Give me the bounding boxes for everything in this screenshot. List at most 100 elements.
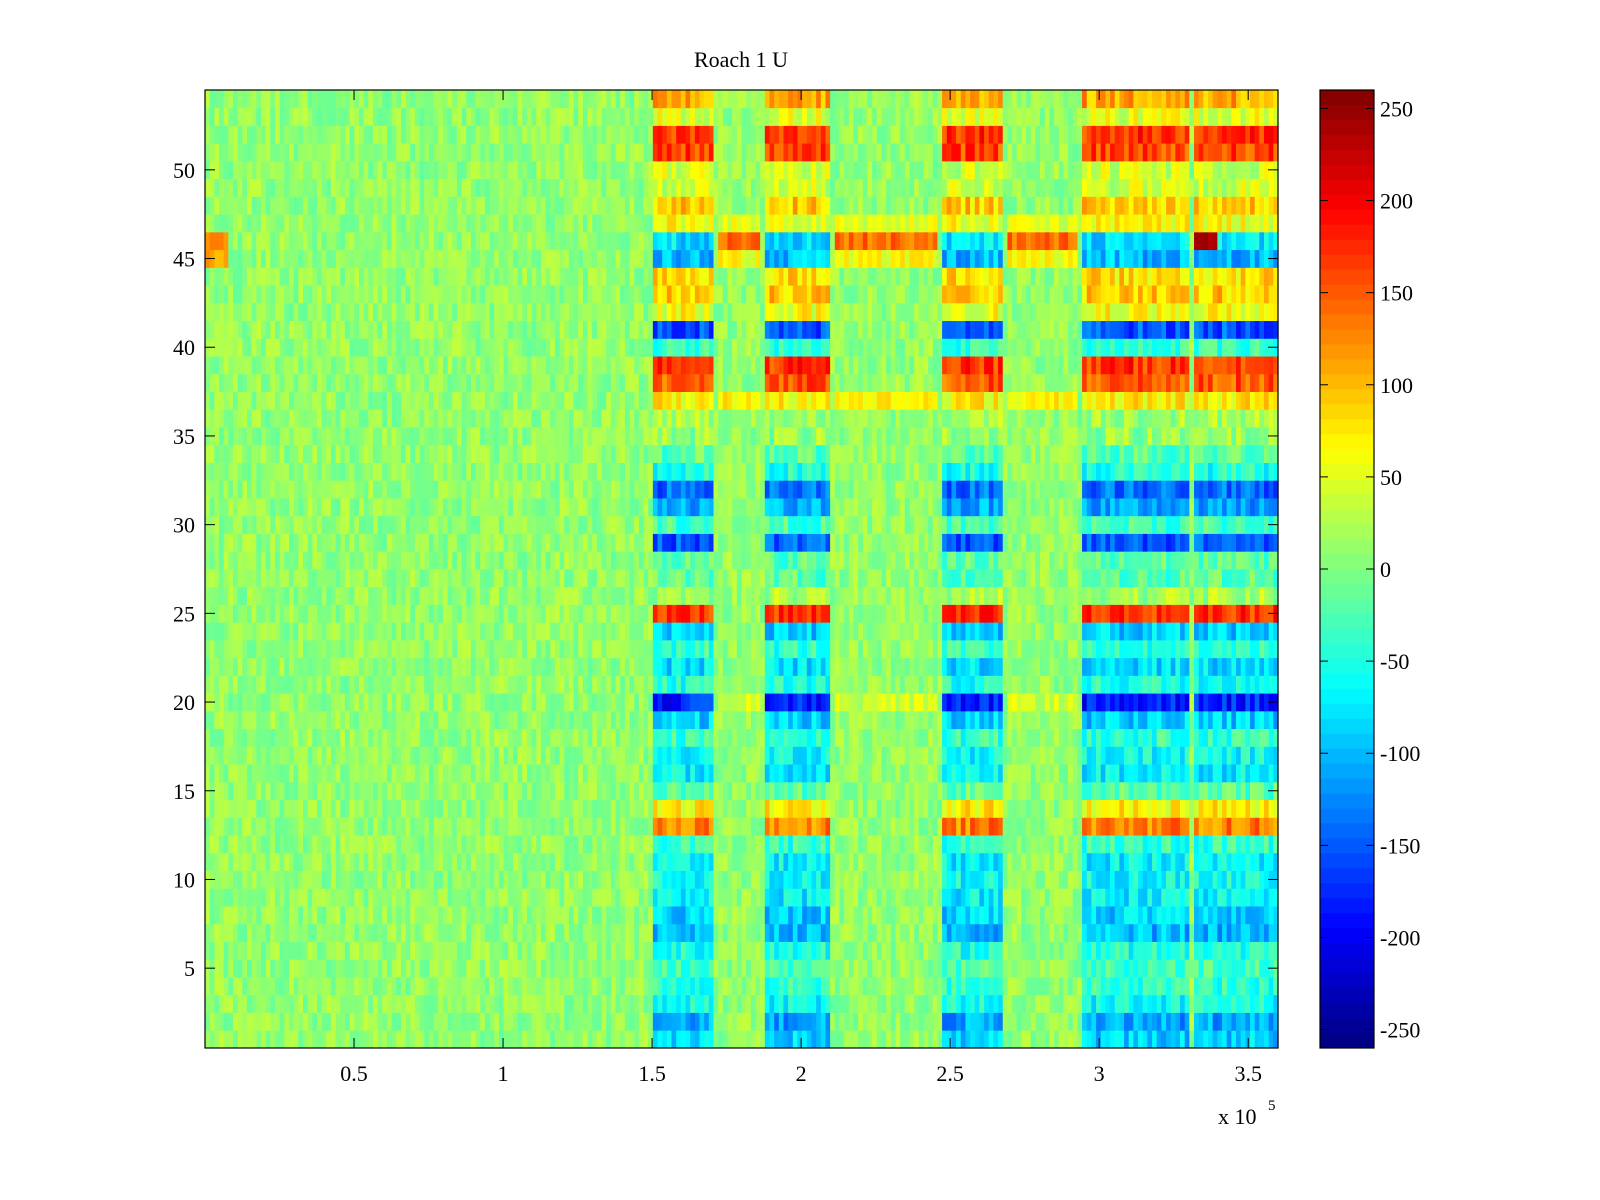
heatmap-cell: [1161, 852, 1167, 871]
heatmap-cell: [1208, 906, 1214, 925]
heatmap-cell: [904, 781, 911, 801]
heatmap-cell: [708, 923, 715, 942]
heatmap-cell: [228, 959, 234, 978]
heatmap-cell: [1091, 852, 1097, 871]
heatmap-cell: [302, 728, 309, 747]
heatmap-cell: [974, 710, 981, 730]
heatmap-cell: [1100, 746, 1106, 765]
heatmap-cell: [746, 728, 752, 747]
heatmap-cell: [1054, 693, 1060, 712]
heatmap-cell: [1264, 693, 1270, 712]
heatmap-cell: [288, 693, 295, 712]
heatmap-cell: [550, 1012, 556, 1031]
heatmap-cell: [335, 941, 341, 960]
heatmap-cell: [1170, 923, 1176, 942]
heatmap-cell: [1250, 852, 1256, 871]
heatmap-cell: [624, 675, 631, 694]
heatmap-cell: [1114, 835, 1120, 854]
heatmap-cell: [414, 1030, 421, 1049]
heatmap-cell: [1091, 906, 1097, 925]
heatmap-cell: [344, 1012, 351, 1031]
heatmap-cell: [988, 870, 995, 889]
heatmap-cell: [232, 941, 239, 960]
heatmap-cell: [1208, 675, 1214, 694]
heatmap-cell: [564, 835, 570, 854]
heatmap-cell: [438, 1012, 444, 1031]
heatmap-cell: [993, 710, 999, 730]
heatmap-cell: [970, 994, 976, 1013]
heatmap-cell: [424, 870, 430, 889]
heatmap-cell: [1273, 746, 1279, 765]
heatmap-cell: [349, 799, 355, 818]
heatmap-cell: [652, 923, 659, 942]
heatmap-cell: [545, 657, 551, 676]
heatmap-cell: [447, 835, 453, 854]
heatmap-cell: [1068, 941, 1074, 960]
heatmap-cell: [410, 764, 416, 783]
heatmap-cell: [820, 835, 827, 854]
heatmap-cell: [1273, 923, 1279, 942]
heatmap-cell: [923, 675, 929, 694]
heatmap-cell: [573, 959, 579, 978]
heatmap-cell: [853, 728, 859, 747]
heatmap-cell: [536, 746, 542, 765]
heatmap-cell: [624, 888, 631, 907]
heatmap-cell: [704, 728, 710, 747]
heatmap-cell: [610, 764, 617, 783]
heatmap-cell: [830, 1012, 836, 1031]
heatmap-cell: [951, 781, 957, 801]
heatmap-cell: [1203, 888, 1209, 907]
heatmap-cell: [237, 959, 243, 978]
heatmap-cell: [993, 1012, 999, 1031]
heatmap-cell: [1142, 764, 1148, 783]
heatmap-cell: [1273, 994, 1279, 1013]
heatmap-cell: [811, 835, 817, 854]
heatmap-cell: [736, 799, 743, 818]
heatmap-cell: [372, 693, 379, 712]
heatmap-cell: [1184, 888, 1190, 907]
heatmap-cell: [643, 959, 649, 978]
heatmap-cell: [223, 870, 229, 889]
heatmap-cell: [694, 835, 701, 854]
heatmap-cell: [1124, 1030, 1130, 1049]
heatmap-cell: [531, 675, 537, 694]
heatmap-cell: [386, 657, 393, 676]
heatmap-cell: [293, 657, 299, 676]
heatmap-cell: [1058, 906, 1064, 925]
heatmap-cell: [587, 835, 593, 854]
heatmap-cell: [522, 746, 528, 765]
heatmap-cell: [1175, 1030, 1181, 1049]
heatmap-cell: [760, 959, 766, 978]
heatmap-cell: [298, 1012, 304, 1031]
heatmap-cell: [909, 852, 915, 871]
heatmap-cell: [316, 906, 323, 925]
heatmap-cell: [937, 1012, 943, 1031]
heatmap-cell: [1198, 781, 1204, 801]
heatmap-cell: [1072, 675, 1078, 694]
heatmap-cell: [750, 657, 757, 676]
heatmap-cell: [694, 675, 701, 694]
heatmap-cell: [1212, 923, 1218, 942]
heatmap-cell: [596, 728, 603, 747]
heatmap-cell: [722, 959, 729, 978]
heatmap-cell: [755, 994, 761, 1013]
heatmap-cell: [270, 923, 276, 942]
heatmap-cell: [335, 764, 341, 783]
heatmap-cell: [778, 959, 785, 978]
heatmap-cell: [666, 1030, 673, 1049]
heatmap-cell: [531, 817, 537, 836]
heatmap-cell: [1189, 977, 1195, 996]
heatmap-cell: [396, 906, 402, 925]
heatmap-cell: [979, 764, 985, 783]
heatmap-cell: [881, 657, 887, 676]
heatmap-cell: [382, 781, 388, 801]
heatmap-cell: [298, 746, 304, 765]
heatmap-cell: [830, 657, 836, 676]
heatmap-cell: [1114, 817, 1120, 836]
heatmap-cell: [1203, 710, 1209, 730]
heatmap-cell: [228, 693, 234, 712]
heatmap-cell: [1105, 888, 1111, 907]
heatmap-cell: [363, 959, 369, 978]
heatmap-cell: [386, 994, 393, 1013]
heatmap-cell: [783, 941, 789, 960]
